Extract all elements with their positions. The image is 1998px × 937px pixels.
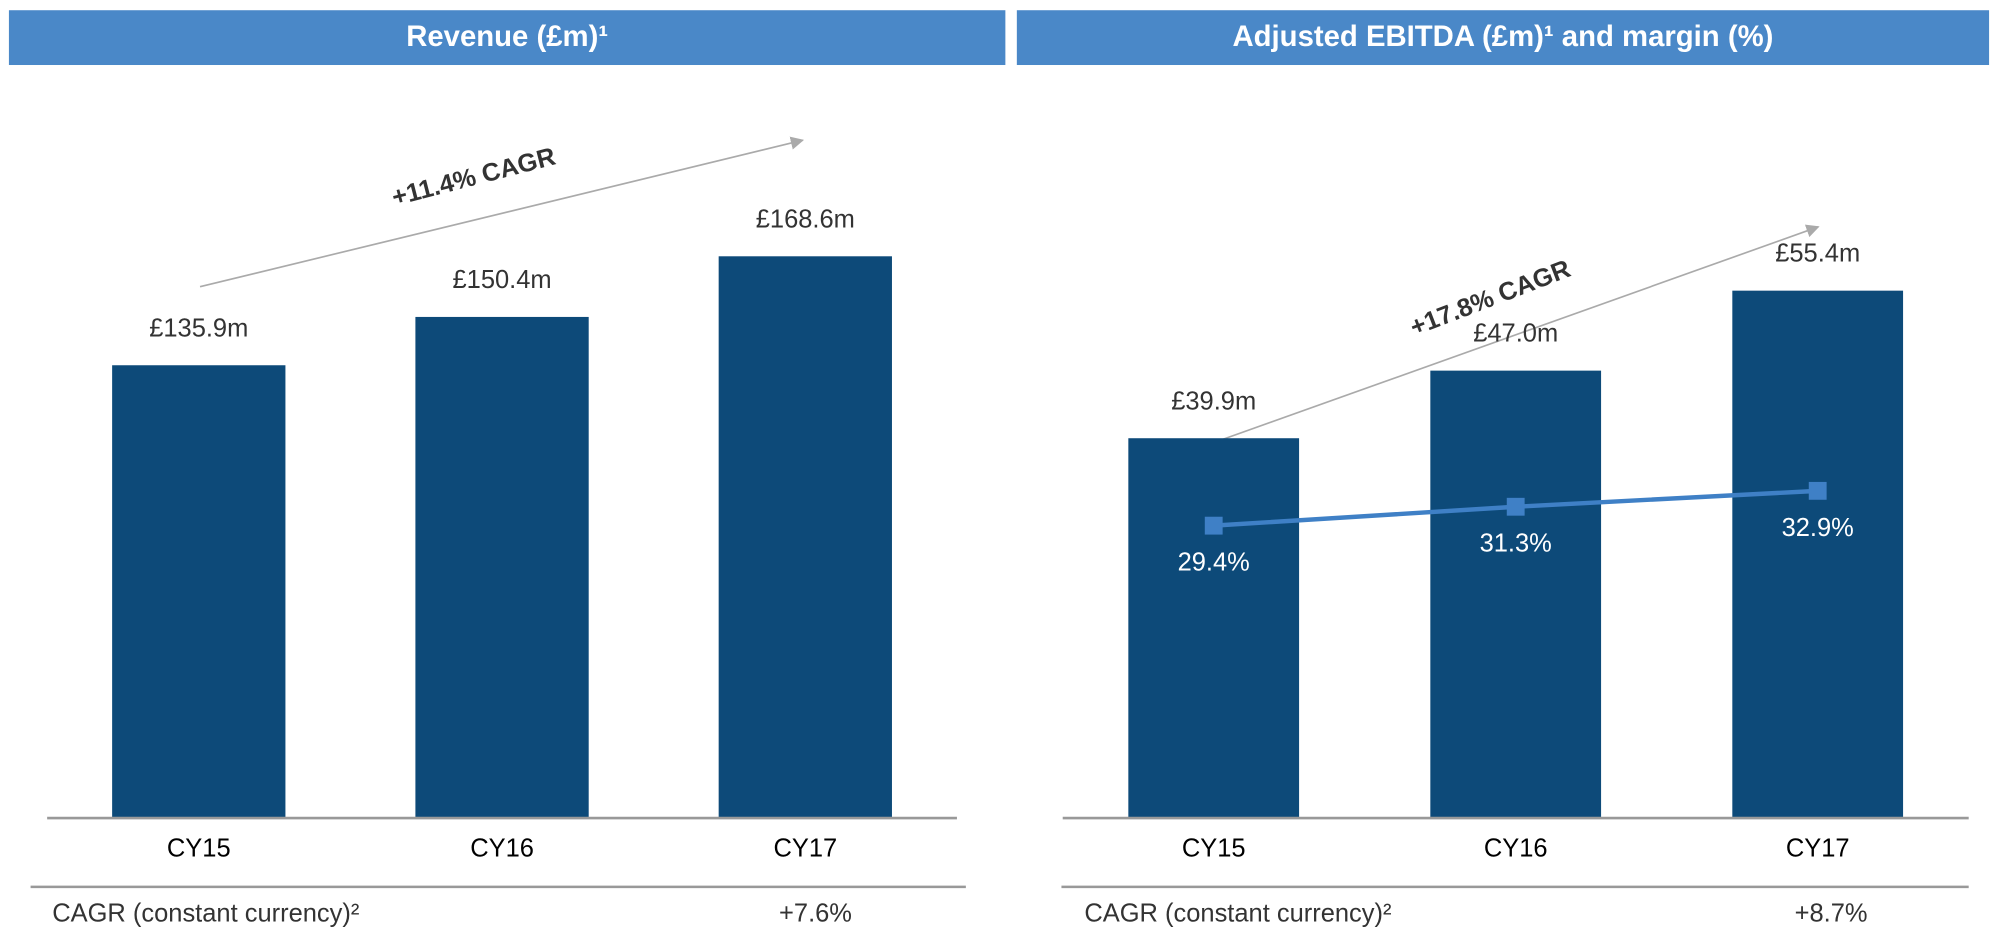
bar	[718, 256, 892, 819]
x-tick-label: CY16	[470, 835, 534, 863]
margin-marker	[1808, 481, 1827, 500]
margin-marker	[1506, 497, 1525, 516]
bar	[112, 365, 286, 819]
x-tick-label: CY17	[773, 835, 837, 863]
footer-label: CAGR (constant currency)²	[1084, 900, 1391, 928]
bar-value-label: £150.4m	[452, 266, 551, 294]
bar	[415, 316, 589, 819]
bar	[1732, 290, 1904, 819]
chart-title: Revenue (£m)¹	[406, 20, 608, 53]
bar-value-label: £168.6m	[756, 205, 855, 233]
margin-label: 29.4%	[1178, 549, 1250, 577]
footer-value: +8.7%	[1795, 900, 1868, 928]
title-banner	[8, 10, 1006, 66]
margin-label: 32.9%	[1782, 514, 1854, 542]
bar-value-label: £55.4m	[1775, 240, 1860, 268]
margin-marker	[1204, 516, 1223, 535]
x-tick-label: CY15	[167, 835, 231, 863]
bar-value-label: £47.0m	[1473, 320, 1558, 348]
x-tick-label: CY16	[1484, 835, 1548, 863]
title-banner	[1016, 10, 1990, 66]
bar-value-label: £39.9m	[1171, 387, 1256, 415]
x-tick-label: CY15	[1182, 835, 1246, 863]
cagr-arrow	[199, 136, 805, 288]
bar-value-label: £135.9m	[149, 314, 248, 342]
x-tick-label: CY17	[1786, 835, 1850, 863]
chart-title: Adjusted EBITDA (£m)¹ and margin (%)	[1232, 20, 1773, 53]
footer-label: CAGR (constant currency)²	[52, 900, 359, 928]
bar	[1430, 370, 1602, 819]
margin-label: 31.3%	[1480, 530, 1552, 558]
cagr-annotation: +11.4% CAGR	[389, 143, 558, 212]
cagr-arrow	[1203, 224, 1820, 447]
bar	[1128, 438, 1300, 819]
footer-value: +7.6%	[779, 900, 852, 928]
